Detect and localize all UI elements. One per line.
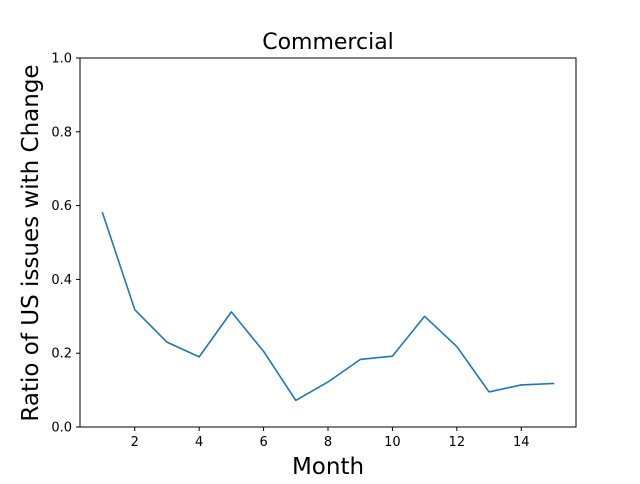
y-axis-label: Ratio of US issues with Change (18, 64, 44, 421)
y-tick-label: 0.8 (51, 125, 72, 140)
x-axis-ticks: 2 4 6 8 10 12 14 (131, 427, 530, 450)
x-axis-label: Month (292, 454, 364, 480)
plot-area-frame (79, 57, 577, 428)
x-tick-label: 8 (324, 435, 332, 450)
x-tick-label: 14 (513, 435, 530, 450)
y-axis-ticks: 0.0 0.2 0.4 0.6 0.8 1.0 (51, 52, 80, 436)
series-layer (101, 211, 555, 402)
y-tick-label: 0.6 (51, 199, 72, 214)
x-tick-label: 2 (131, 435, 139, 450)
series-line-0 (101, 211, 555, 402)
x-tick-label: 12 (449, 435, 466, 450)
y-tick-label: 0.4 (51, 273, 72, 288)
y-tick-label: 1.0 (51, 52, 72, 67)
y-tick-label: 0.2 (51, 347, 72, 362)
chart-title: Commercial (262, 30, 394, 55)
x-tick-label: 6 (259, 435, 267, 450)
y-tick-label: 0.0 (51, 421, 72, 436)
x-tick-label: 10 (384, 435, 401, 450)
x-tick-label: 4 (195, 435, 203, 450)
